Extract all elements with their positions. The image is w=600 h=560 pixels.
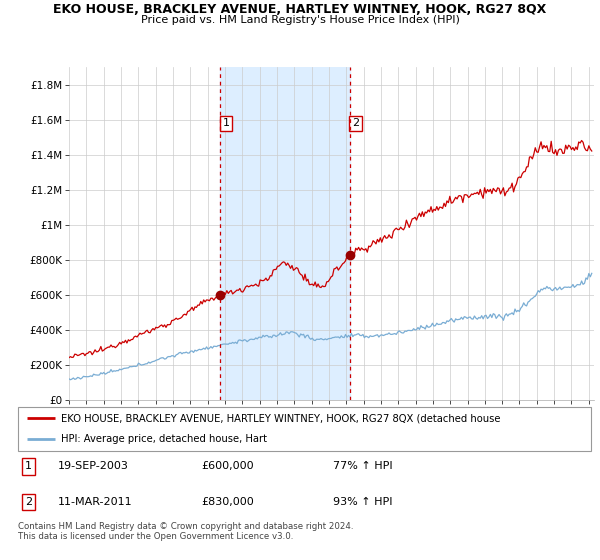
Text: 1: 1 [223, 118, 230, 128]
Text: EKO HOUSE, BRACKLEY AVENUE, HARTLEY WINTNEY, HOOK, RG27 8QX (detached house: EKO HOUSE, BRACKLEY AVENUE, HARTLEY WINT… [61, 413, 500, 423]
Text: Price paid vs. HM Land Registry's House Price Index (HPI): Price paid vs. HM Land Registry's House … [140, 15, 460, 25]
Text: Contains HM Land Registry data © Crown copyright and database right 2024.: Contains HM Land Registry data © Crown c… [18, 522, 353, 531]
Text: This data is licensed under the Open Government Licence v3.0.: This data is licensed under the Open Gov… [18, 532, 293, 541]
Text: 2: 2 [25, 497, 32, 507]
Text: 93% ↑ HPI: 93% ↑ HPI [333, 497, 392, 507]
Text: HPI: Average price, detached house, Hart: HPI: Average price, detached house, Hart [61, 435, 267, 445]
Text: £830,000: £830,000 [202, 497, 254, 507]
FancyBboxPatch shape [18, 407, 591, 451]
Text: 19-SEP-2003: 19-SEP-2003 [58, 461, 129, 472]
Bar [220, 67, 350, 400]
Text: 77% ↑ HPI: 77% ↑ HPI [333, 461, 393, 472]
Text: 2: 2 [352, 118, 359, 128]
Text: 1: 1 [25, 461, 32, 472]
Text: EKO HOUSE, BRACKLEY AVENUE, HARTLEY WINTNEY, HOOK, RG27 8QX: EKO HOUSE, BRACKLEY AVENUE, HARTLEY WINT… [53, 3, 547, 16]
Text: £600,000: £600,000 [202, 461, 254, 472]
Text: 11-MAR-2011: 11-MAR-2011 [58, 497, 133, 507]
